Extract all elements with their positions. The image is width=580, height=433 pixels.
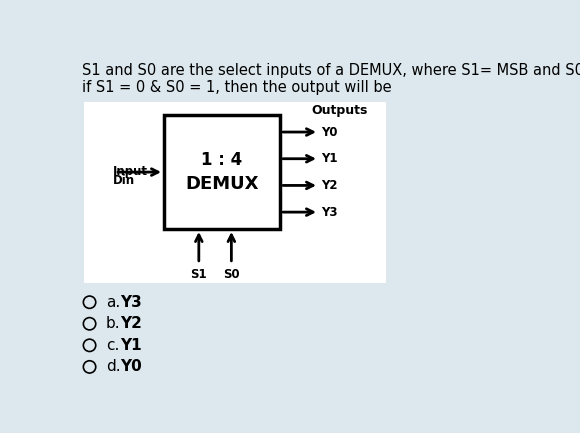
Text: DEMUX: DEMUX [186,175,259,194]
Text: S1: S1 [190,268,207,281]
Text: Input: Input [113,165,148,178]
Bar [84,102,386,283]
Text: Din: Din [113,174,135,187]
Text: if S1 = 0 & S0 = 1, then the output will be: if S1 = 0 & S0 = 1, then the output will… [82,80,392,95]
Text: 1 : 4: 1 : 4 [201,151,242,169]
Text: Outputs: Outputs [311,104,368,117]
Text: Y2: Y2 [121,316,143,331]
Text: c.: c. [106,338,119,353]
Text: S1 and S0 are the select inputs of a DEMUX, where S1= MSB and S0 =LSB,: S1 and S0 are the select inputs of a DEM… [82,63,580,78]
Text: d.: d. [106,359,121,375]
Text: Y1: Y1 [321,152,338,165]
Text: a.: a. [106,295,120,310]
Bar [164,115,280,229]
Text: Y1: Y1 [121,338,142,353]
Text: Y2: Y2 [321,179,338,192]
Text: S0: S0 [223,268,240,281]
Text: Y3: Y3 [321,206,338,219]
Text: Y0: Y0 [321,126,338,139]
Text: Y3: Y3 [121,295,142,310]
Text: b.: b. [106,316,121,331]
Text: Y0: Y0 [121,359,142,375]
